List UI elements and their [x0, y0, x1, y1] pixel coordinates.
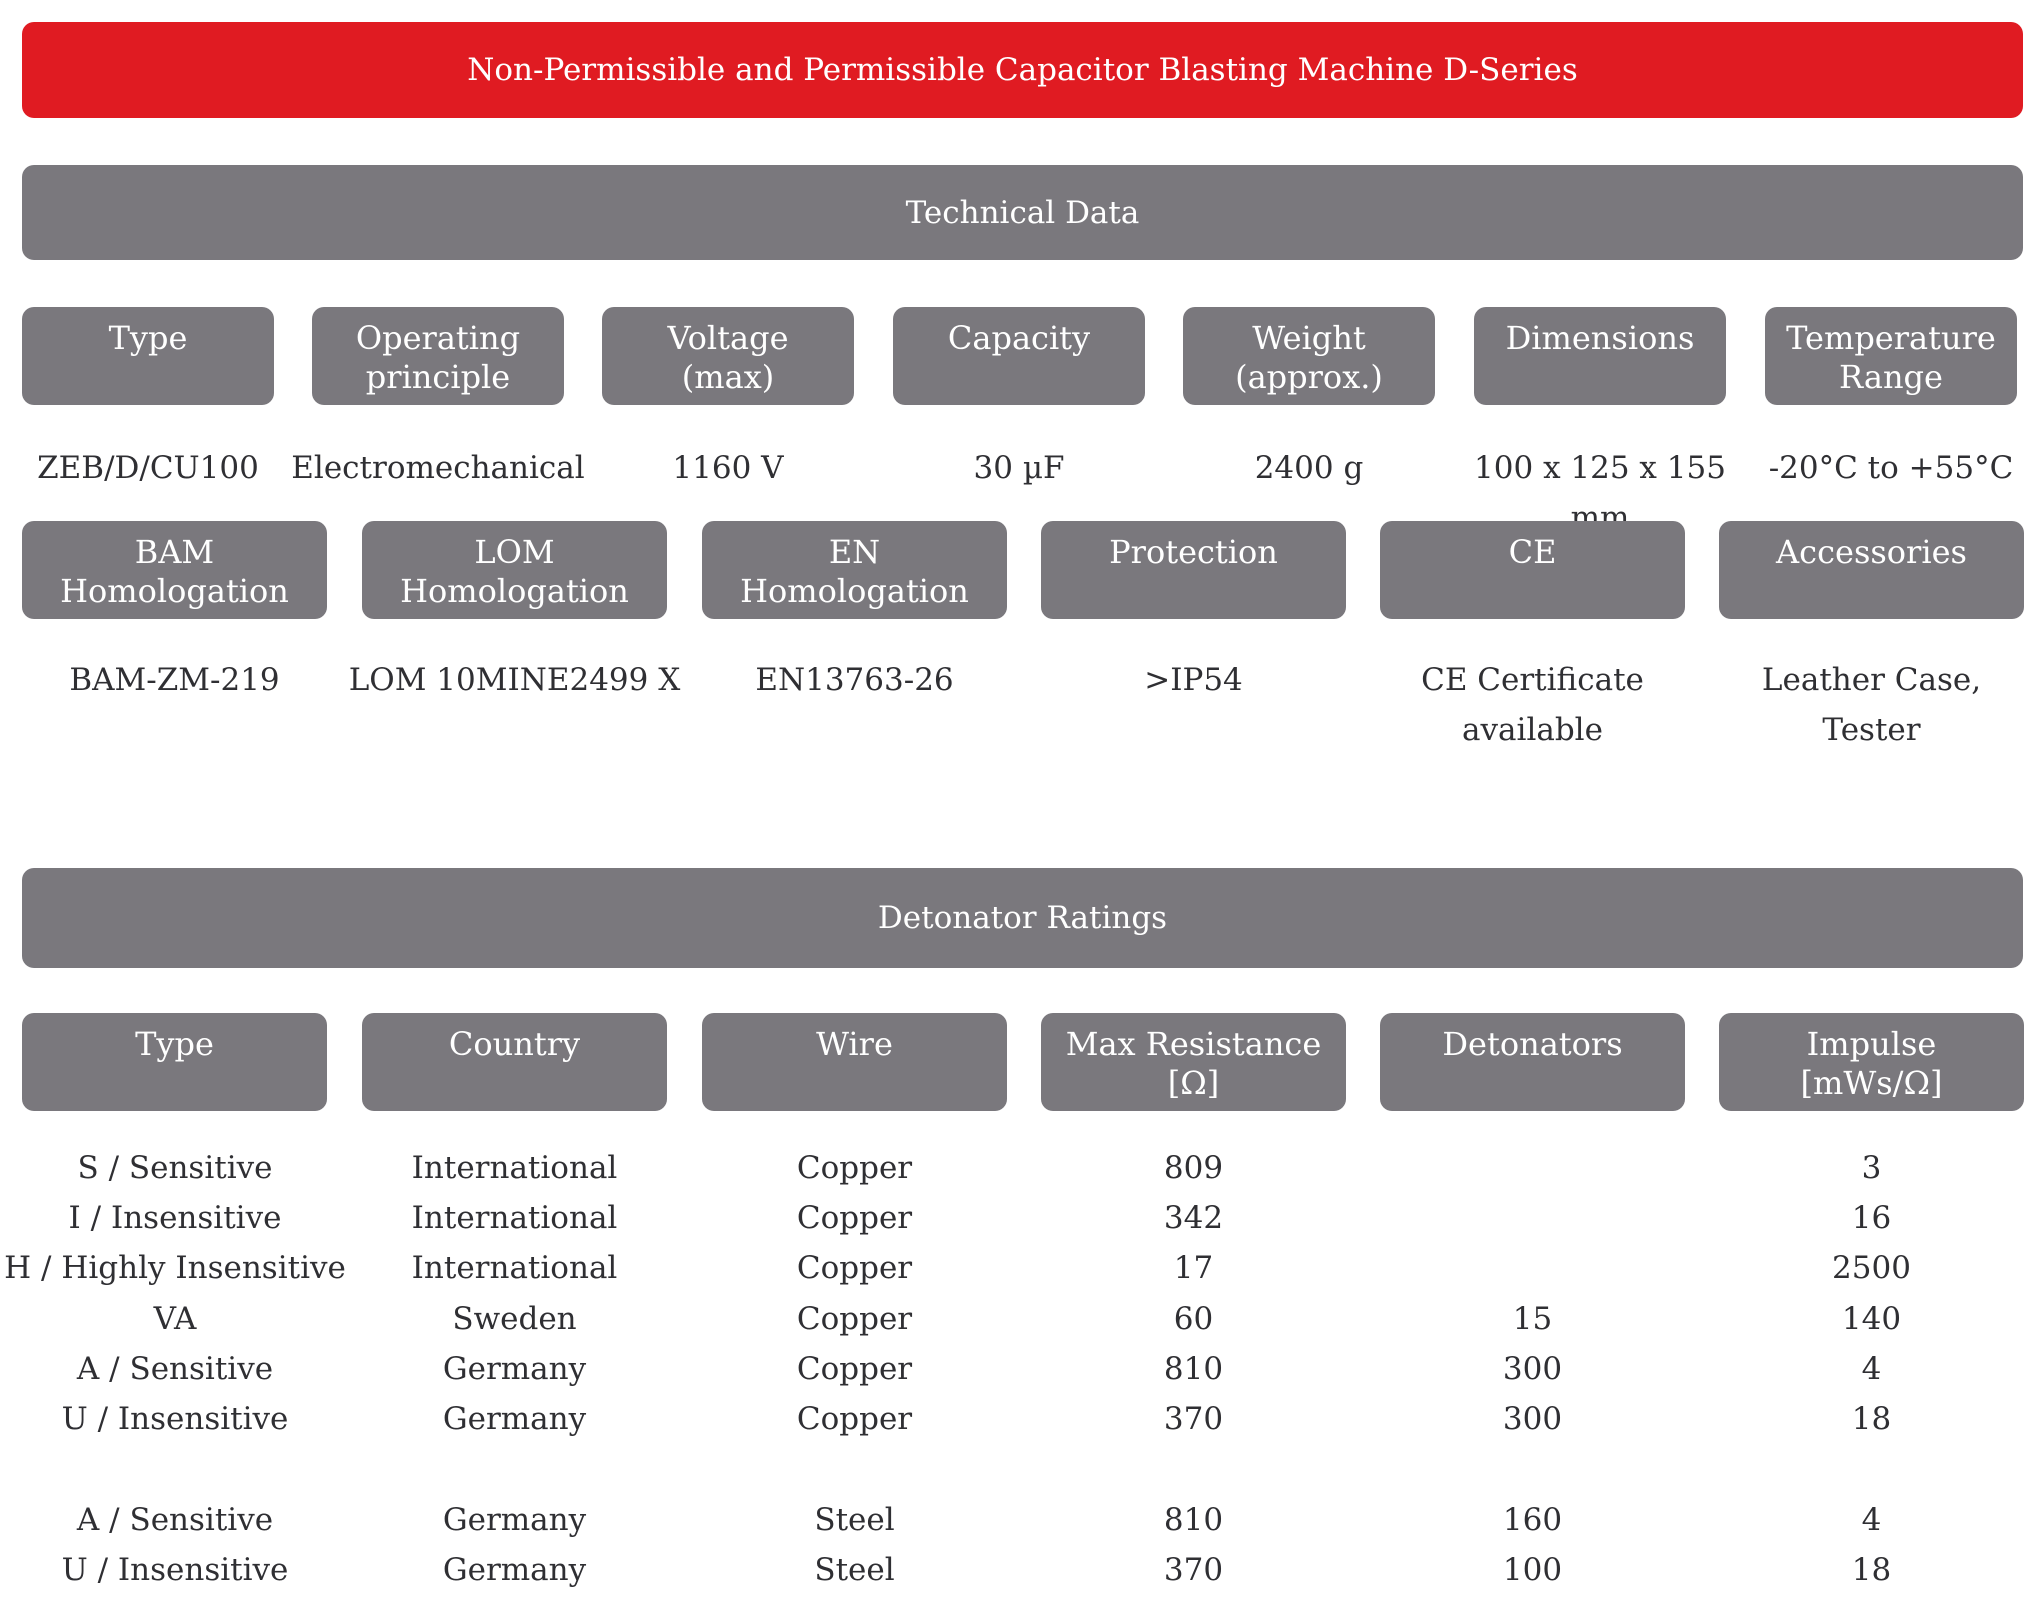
header-voltage: Voltage (max) — [602, 307, 854, 405]
column-header-country: Country — [362, 1013, 667, 1111]
header-bam-homologation: BAM Homologation — [22, 521, 327, 619]
header-weight: Weight (approx.) — [1183, 307, 1435, 405]
cell-max-resistance: 370 — [1163, 1401, 1224, 1437]
table-row: VA Sweden Copper 60 15 140 — [0, 1294, 2042, 1344]
cell-country: International — [411, 1250, 618, 1286]
column-header-type: Type — [22, 1013, 327, 1111]
value-temperature-range: -20°C to +55°C — [1768, 450, 2014, 486]
cell-impulse: 140 — [1841, 1301, 1902, 1337]
value-dimensions: 100 x 125 x 155 mm — [1474, 450, 1726, 536]
cell-type: S / Sensitive — [77, 1150, 273, 1186]
cell-impulse: 4 — [1861, 1351, 1882, 1387]
value-capacity: 30 µF — [973, 450, 1065, 486]
header-protection: Protection — [1041, 521, 1346, 619]
header-lom-homologation: LOM Homologation — [362, 521, 667, 619]
table-row: A / Sensitive Germany Steel 810 160 4 — [0, 1495, 2042, 1545]
page-title: Non-Permissible and Permissible Capacito… — [467, 52, 1578, 88]
cell-max-resistance: 60 — [1173, 1301, 1214, 1337]
header-dimensions: Dimensions — [1474, 307, 1726, 405]
section-title: Detonator Ratings — [877, 900, 1168, 936]
cell-max-resistance: 370 — [1163, 1552, 1224, 1588]
cell-max-resistance: 809 — [1163, 1150, 1224, 1186]
value-protection: >IP54 — [1144, 662, 1243, 698]
cell-type: A / Sensitive — [76, 1502, 274, 1538]
cell-wire: Copper — [796, 1200, 913, 1236]
header-ce: CE — [1380, 521, 1685, 619]
cell-country: Germany — [442, 1351, 587, 1387]
section-title: Technical Data — [905, 194, 1140, 231]
table-row: H / Highly Insensitive International Cop… — [0, 1243, 2042, 1293]
value-ce: CE Certificate available — [1421, 662, 1644, 748]
cell-impulse: 3 — [1861, 1150, 1882, 1186]
table-row: U / Insensitive Germany Copper 370 300 1… — [0, 1394, 2042, 1444]
cell-country: Germany — [442, 1552, 587, 1588]
cell-country: Germany — [442, 1401, 587, 1437]
table-row: S / Sensitive International Copper 809 3 — [0, 1143, 2042, 1193]
cell-wire: Steel — [814, 1502, 895, 1538]
value-bam-homologation: BAM-ZM-219 — [69, 662, 280, 698]
cell-type: U / Insensitive — [61, 1401, 289, 1437]
cell-impulse: 16 — [1851, 1200, 1892, 1236]
cell-impulse: 4 — [1861, 1502, 1882, 1538]
value-weight: 2400 g — [1254, 450, 1364, 486]
table-row: I / Insensitive International Copper 342… — [0, 1193, 2042, 1243]
header-temperature-range: Temperature Range — [1765, 307, 2017, 405]
cell-country: Sweden — [452, 1301, 577, 1337]
cell-max-resistance: 810 — [1163, 1502, 1224, 1538]
cell-detonators: 100 — [1502, 1552, 1563, 1588]
cell-detonators: 300 — [1502, 1401, 1563, 1437]
cell-max-resistance: 17 — [1173, 1250, 1214, 1286]
column-header-wire: Wire — [702, 1013, 1007, 1111]
cell-detonators: 300 — [1502, 1351, 1563, 1387]
value-lom-homologation: LOM 10MINE2499 X — [348, 662, 681, 698]
cell-max-resistance: 342 — [1163, 1200, 1224, 1236]
value-accessories: Leather Case, Tester — [1761, 662, 1982, 748]
table-row: U / Insensitive Germany Steel 370 100 18 — [0, 1545, 2042, 1595]
value-type: ZEB/D/CU100 — [37, 450, 259, 486]
cell-wire: Copper — [796, 1351, 913, 1387]
header-operating-principle: Operating principle — [312, 307, 564, 405]
header-en-homologation: EN Homologation — [702, 521, 1007, 619]
column-header-impulse: Impulse [mWs/Ω] — [1719, 1013, 2024, 1111]
detonator-ratings-header: Detonator Ratings — [22, 868, 2023, 968]
cell-country: Germany — [442, 1502, 587, 1538]
table-row: A / Sensitive Germany Copper 810 300 4 — [0, 1344, 2042, 1394]
column-header-max-resistance: Max Resistance [Ω] — [1041, 1013, 1346, 1111]
cell-wire: Steel — [814, 1552, 895, 1588]
column-header-detonators: Detonators — [1380, 1013, 1685, 1111]
cell-type: A / Sensitive — [76, 1351, 274, 1387]
cell-country: International — [411, 1150, 618, 1186]
cell-detonators: 160 — [1502, 1502, 1563, 1538]
value-en-homologation: EN13763-26 — [755, 662, 954, 698]
value-voltage: 1160 V — [672, 450, 784, 486]
cell-impulse: 18 — [1851, 1552, 1892, 1588]
page-title-banner: Non-Permissible and Permissible Capacito… — [22, 22, 2023, 118]
cell-country: International — [411, 1200, 618, 1236]
header-accessories: Accessories — [1719, 521, 2024, 619]
cell-type: VA — [153, 1301, 197, 1337]
cell-type: U / Insensitive — [61, 1552, 289, 1588]
cell-type: I / Insensitive — [68, 1200, 282, 1236]
cell-max-resistance: 810 — [1163, 1351, 1224, 1387]
value-operating-principle: Electromechanical — [291, 450, 585, 486]
cell-wire: Copper — [796, 1150, 913, 1186]
cell-detonators: 15 — [1512, 1301, 1553, 1337]
cell-impulse: 2500 — [1832, 1250, 1911, 1286]
cell-wire: Copper — [796, 1301, 913, 1337]
header-capacity: Capacity — [893, 307, 1145, 405]
cell-type: H / Highly Insensitive — [4, 1250, 346, 1286]
cell-impulse: 18 — [1851, 1401, 1892, 1437]
cell-wire: Copper — [796, 1250, 913, 1286]
technical-data-header: Technical Data — [22, 165, 2023, 260]
cell-wire: Copper — [796, 1401, 913, 1437]
header-type: Type — [22, 307, 274, 405]
